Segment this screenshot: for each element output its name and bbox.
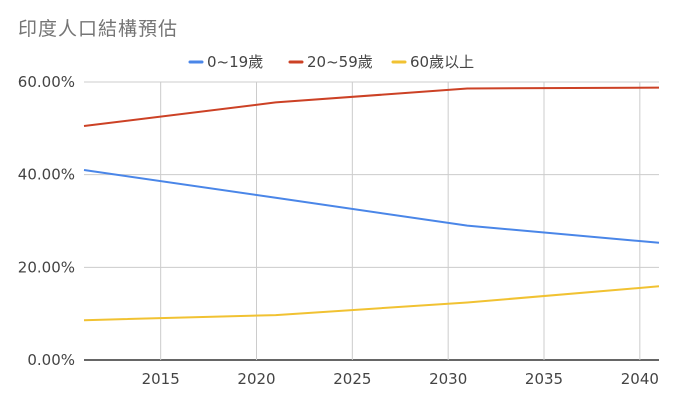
- x-tick-label: 2025: [333, 370, 371, 388]
- series-line: [83, 86, 660, 127]
- y-tick-label: 40.00%: [18, 166, 75, 184]
- series-line: [83, 285, 660, 322]
- y-tick-label: 20.00%: [18, 258, 75, 276]
- chart-title: 印度人口結構預估: [18, 18, 179, 40]
- x-tick-label: 2030: [429, 370, 467, 388]
- x-axis-ticks: 2015 2020 2025 2030 2035 2040: [142, 370, 659, 388]
- x-tick-label: 2015: [142, 370, 180, 388]
- x-tick-label: 2040: [621, 370, 659, 388]
- legend: 0~19歲 20~59歲 60歲以上: [188, 53, 474, 71]
- series-lines: [83, 86, 660, 322]
- y-tick-label: 0.00%: [27, 351, 75, 369]
- legend-label: 0~19歲: [207, 53, 263, 71]
- x-tick-label: 2035: [525, 370, 563, 388]
- y-axis-ticks: 0.00% 20.00% 40.00% 60.00%: [18, 73, 75, 369]
- series-line: [83, 169, 660, 244]
- legend-label: 20~59歲: [307, 53, 373, 71]
- y-tick-label: 60.00%: [18, 73, 75, 91]
- x-tick-label: 2020: [237, 370, 275, 388]
- gridlines: [84, 81, 659, 361]
- legend-label: 60歲以上: [410, 53, 474, 71]
